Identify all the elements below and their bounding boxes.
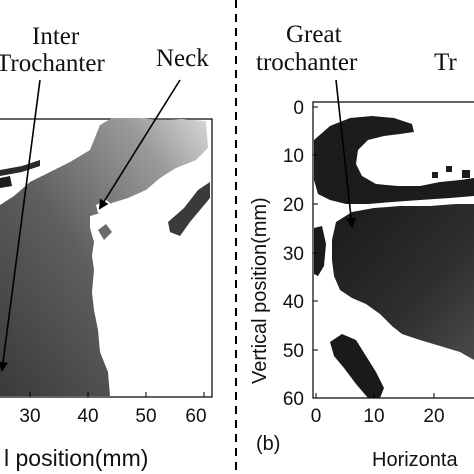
right-panel: 0 10 20 30 40 50 60 0 10 20 Vertical pos… bbox=[249, 21, 474, 471]
left-panel: 30 40 50 60 l position(mm) Inter Trochan… bbox=[0, 23, 213, 471]
annotation-trochanter: Trochanter bbox=[0, 50, 105, 77]
left-x-tick-marks bbox=[29, 392, 205, 397]
left-mid-block bbox=[98, 224, 112, 240]
annotation-tr: Tr bbox=[434, 49, 457, 76]
right-y-axis-label: Vertical position(mm) bbox=[249, 197, 271, 384]
left-x-tick-50: 50 bbox=[135, 406, 156, 427]
left-x-tick-60: 60 bbox=[185, 406, 206, 427]
annotation-great: Great bbox=[286, 21, 342, 48]
right-y-tick-50: 50 bbox=[283, 341, 304, 362]
left-right-fragment bbox=[168, 182, 210, 236]
left-x-tick-30: 30 bbox=[19, 406, 40, 427]
right-x-tick-0: 0 bbox=[311, 406, 322, 427]
right-y-tick-20: 20 bbox=[283, 195, 304, 216]
panel-label-b: (b) bbox=[256, 433, 280, 455]
right-left-strip bbox=[314, 226, 326, 276]
right-x-tick-10: 10 bbox=[363, 406, 384, 427]
right-dot-1 bbox=[432, 172, 438, 178]
annotation-inter: Inter bbox=[32, 23, 80, 50]
right-top-arc bbox=[314, 116, 474, 204]
right-x-tick-20: 20 bbox=[423, 406, 444, 427]
right-main-body bbox=[332, 204, 474, 360]
left-x-tick-40: 40 bbox=[77, 406, 98, 427]
left-x-axis-label: l position(mm) bbox=[4, 445, 148, 471]
arrow-great-trochanter bbox=[335, 79, 357, 228]
annotation-trochanter-right: trochanter bbox=[256, 49, 358, 76]
right-bottom-blob bbox=[330, 334, 384, 398]
right-y-tick-10: 10 bbox=[283, 146, 304, 167]
right-dot-3 bbox=[462, 170, 470, 178]
arrow-inter-trochanter bbox=[0, 79, 41, 372]
left-femur-image bbox=[0, 118, 208, 396]
right-y-tick-0: 0 bbox=[293, 98, 304, 119]
right-dot-2 bbox=[446, 166, 452, 172]
annotation-neck: Neck bbox=[156, 45, 209, 72]
left-top-block bbox=[0, 176, 12, 188]
left-top-strip bbox=[0, 160, 40, 176]
right-y-tick-marks bbox=[313, 106, 318, 399]
right-x-axis-label: Horizonta bbox=[372, 449, 458, 471]
right-y-tick-30: 30 bbox=[283, 244, 304, 265]
right-y-tick-40: 40 bbox=[283, 292, 304, 313]
right-x-tick-marks bbox=[315, 393, 435, 398]
arrow-neck bbox=[98, 79, 181, 210]
right-y-tick-60: 60 bbox=[283, 389, 304, 410]
